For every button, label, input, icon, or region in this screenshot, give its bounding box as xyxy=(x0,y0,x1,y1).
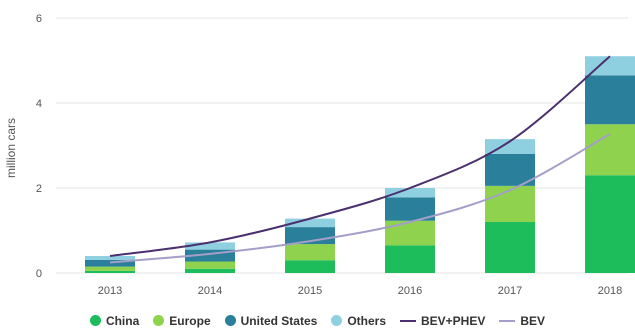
x-tick-label: 2017 xyxy=(498,285,522,297)
series-lines xyxy=(109,55,611,264)
gridlines xyxy=(56,17,628,274)
bar-europe xyxy=(485,185,535,222)
bar-china xyxy=(85,270,135,273)
bar-china xyxy=(385,245,435,273)
bar-united-states xyxy=(385,197,435,221)
x-tick-label: 2013 xyxy=(98,285,122,297)
legend-item-china: China xyxy=(89,313,140,328)
y-tick-label: 0 xyxy=(36,268,42,280)
legend-swatch xyxy=(153,315,165,326)
legend-item-others: Others xyxy=(331,314,386,328)
legend-label: China xyxy=(105,313,140,328)
bar-china xyxy=(185,268,235,273)
legend-label: BEV+PHEV xyxy=(421,313,486,328)
x-tick-label: 2014 xyxy=(198,285,222,297)
bar-europe xyxy=(385,220,435,246)
line-bev-phev xyxy=(109,55,611,257)
legend-swatch xyxy=(499,319,516,322)
y-axis-ticks: 0 2 4 6 xyxy=(36,13,42,280)
x-tick-label: 2016 xyxy=(398,285,422,297)
bar-others xyxy=(285,218,335,228)
bar-united-states xyxy=(585,75,635,125)
legend-swatch xyxy=(400,319,416,322)
line-bev xyxy=(109,133,611,264)
legend-swatch xyxy=(224,315,236,326)
bar-china xyxy=(285,260,335,273)
legend-item-united-states: United States xyxy=(224,313,318,328)
legend-item-bev-phev: BEV+PHEV xyxy=(400,314,485,328)
x-tick-label: 2018 xyxy=(598,285,622,297)
legend-swatch xyxy=(89,315,101,326)
bar-united-states xyxy=(85,259,135,267)
y-tick-label: 2 xyxy=(36,183,42,195)
x-tick-label: 2015 xyxy=(298,285,322,297)
bar-others xyxy=(85,256,135,260)
bar-others xyxy=(585,56,635,76)
y-axis-label: million cars xyxy=(4,118,18,178)
bar-united-states xyxy=(185,249,235,262)
y-tick-label: 4 xyxy=(36,98,42,110)
legend-label: BEV xyxy=(520,313,546,328)
legend-label: Europe xyxy=(169,313,211,328)
bars xyxy=(85,56,635,273)
y-tick-label: 6 xyxy=(36,13,42,25)
bar-others xyxy=(485,139,535,154)
legend-swatch xyxy=(331,315,343,326)
bar-china xyxy=(485,222,535,273)
legend-label: United States xyxy=(240,313,318,328)
bar-china xyxy=(585,175,635,273)
bar-europe xyxy=(185,261,235,269)
legend-item-bev: BEV xyxy=(499,314,545,328)
bar-others xyxy=(185,242,235,250)
legend-label: Others xyxy=(347,313,386,328)
bar-europe xyxy=(85,266,135,271)
bar-others xyxy=(385,188,435,198)
bar-europe xyxy=(285,244,335,261)
bar-europe xyxy=(585,124,635,176)
x-axis-ticks: 2013 2014 2015 2016 2017 2018 xyxy=(98,285,622,297)
bar-united-states xyxy=(485,154,535,186)
legend: China Europe United States Others BEV+PHEV BE… xyxy=(0,312,635,329)
legend-item-europe: Europe xyxy=(153,313,211,328)
